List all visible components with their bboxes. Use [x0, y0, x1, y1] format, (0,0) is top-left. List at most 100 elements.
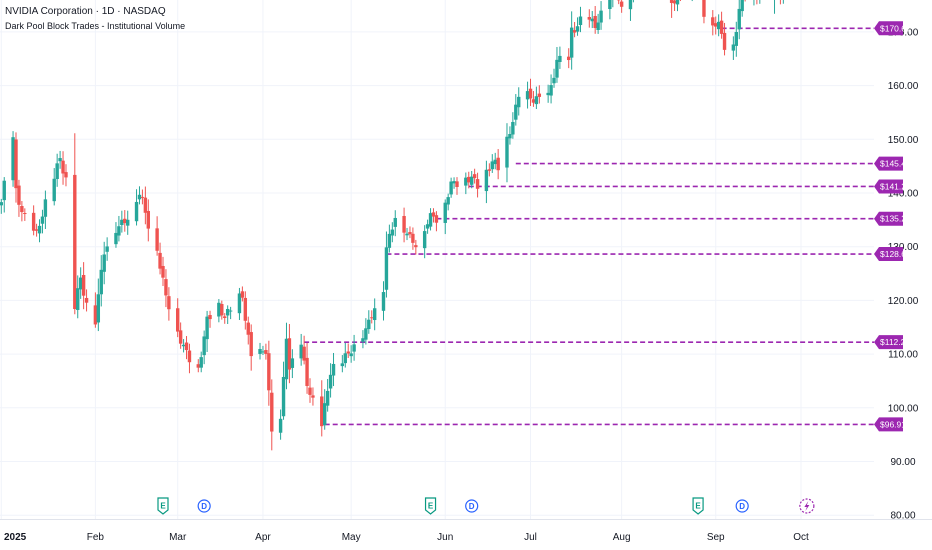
candle-body	[405, 233, 409, 236]
candle-body	[134, 201, 139, 222]
earnings-icon: E	[692, 497, 704, 515]
candle-body	[567, 56, 571, 61]
candle-body	[249, 332, 253, 357]
candle-body	[740, 0, 744, 12]
candle-body	[176, 308, 180, 332]
candle-body	[158, 252, 162, 269]
candle-body	[346, 351, 350, 354]
y-tick-label: 90.00	[890, 457, 915, 468]
candle-body	[464, 177, 468, 186]
dark-pool-level-label: $135.21	[880, 214, 911, 224]
candle-body	[184, 342, 189, 351]
candle-body	[593, 15, 597, 29]
dark-pool-level-tag	[874, 21, 903, 36]
candle-body	[137, 194, 142, 200]
candle-body	[467, 176, 471, 183]
candle-body	[352, 344, 356, 352]
candle-body	[164, 279, 168, 296]
candle-body	[411, 233, 415, 243]
candle-body	[281, 376, 286, 417]
candle-body	[55, 163, 59, 180]
dark-pool-level-tag	[874, 156, 903, 171]
candle-body	[290, 358, 295, 368]
dark-pool-level-label: $170.67	[880, 23, 911, 33]
candle-body	[361, 338, 365, 342]
dark-pool-level-label: $112.22	[880, 337, 910, 347]
y-tick-label: 150.00	[888, 135, 919, 146]
candle-body	[305, 357, 309, 386]
candle-body	[96, 294, 101, 323]
candle-body	[496, 157, 500, 171]
earnings-icon-shape	[424, 497, 437, 515]
candle-body	[120, 219, 124, 226]
candle-body	[608, 0, 612, 10]
earnings-icon: E	[157, 497, 169, 515]
candle-body	[105, 246, 109, 252]
candle-body	[102, 254, 106, 272]
candle-body	[414, 245, 418, 248]
candle-body	[711, 17, 715, 26]
candle-body	[34, 229, 39, 231]
candle-body	[278, 418, 283, 433]
candle-body	[387, 233, 392, 248]
candle-body	[243, 297, 248, 321]
candle-body	[364, 328, 368, 340]
candle-body	[428, 213, 433, 227]
earnings-icon: E	[424, 497, 437, 515]
x-tick-label: Oct	[793, 532, 809, 543]
candle-body	[549, 85, 553, 96]
candle-body	[546, 92, 550, 96]
candle-body	[455, 181, 459, 187]
candle-body	[572, 30, 577, 33]
candle-body	[311, 395, 315, 398]
candle-body	[61, 160, 65, 174]
y-tick-label: 100.00	[888, 403, 919, 414]
candle-body	[155, 228, 159, 251]
candle-body	[284, 338, 289, 380]
candle-body	[434, 215, 439, 223]
chart-title: NVIDIA Corporation · 1D · NASDAQ	[5, 6, 166, 17]
earnings-icon-shape	[157, 497, 169, 515]
candle-body	[669, 0, 674, 3]
candle-body	[287, 338, 292, 370]
candle-body	[246, 322, 250, 335]
dividend-icon-shape	[197, 499, 211, 513]
candle-body	[702, 0, 706, 17]
price-axis-ticks: 80.00 90.00 100.00 110.00 120.00 130.00 140.00…	[888, 27, 919, 521]
dark-pool-level-tag	[874, 247, 903, 262]
dark-pool-level-labels: $178.27$170.67$145.48$141.22$135.21$128.…	[874, 21, 911, 432]
candle-body	[17, 185, 21, 205]
candle-body	[167, 296, 171, 310]
dividend-icon-shape	[735, 499, 749, 513]
dark-pool-level-tag	[874, 335, 903, 350]
earnings-icon-glyph: E	[695, 502, 701, 511]
candle-body	[217, 302, 221, 317]
candle-body	[225, 308, 230, 316]
candle-body	[452, 181, 456, 184]
dividend-icon-glyph: D	[201, 502, 207, 511]
candle-body	[270, 392, 274, 432]
candle-body	[199, 357, 203, 368]
candle-body	[43, 199, 48, 217]
candle-body	[734, 31, 738, 46]
dark-pool-level-label: $128.63	[880, 249, 911, 259]
dark-pool-level-tag	[874, 179, 903, 194]
candle-body	[628, 0, 633, 10]
candle-body	[558, 55, 562, 62]
time-axis[interactable]	[0, 519, 932, 550]
candle-body	[619, 1, 624, 7]
candle-body	[493, 159, 497, 165]
candle-body	[443, 202, 447, 223]
candle-body	[205, 316, 209, 340]
candle-body	[14, 139, 18, 189]
candle-body	[475, 179, 480, 189]
candle-body	[81, 274, 86, 296]
candle-body	[146, 210, 150, 229]
candle-body	[552, 77, 556, 84]
candle-body	[2, 180, 6, 201]
time-axis-ticks: 2025 Feb Mar Apr May Jun Jul Aug Sep Oct	[4, 532, 809, 543]
candle-body	[220, 304, 224, 316]
candle-body	[223, 316, 227, 318]
